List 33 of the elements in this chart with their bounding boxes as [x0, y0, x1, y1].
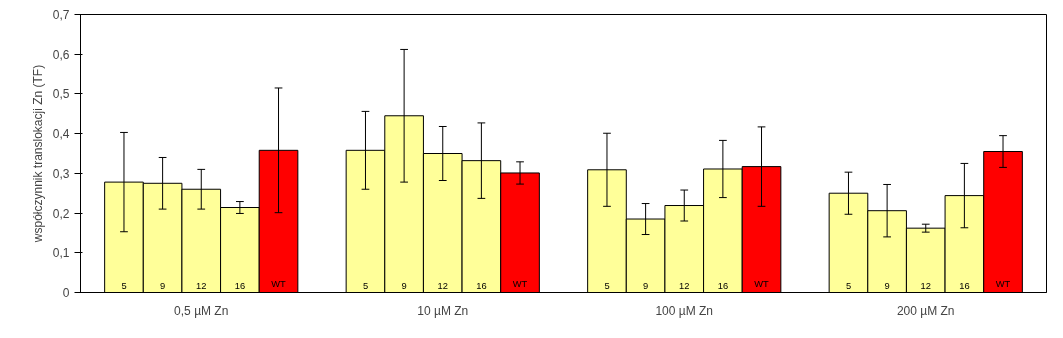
y-tick-label: 0,4 — [52, 127, 70, 142]
series-label: 12 — [196, 280, 207, 291]
text: WT — [754, 278, 769, 289]
x-tick-label: 0,5 µM Zn — [174, 303, 229, 318]
y-tick-label: 0,3 — [52, 166, 70, 181]
text: 16 — [959, 280, 970, 291]
series-label: 16 — [234, 280, 246, 291]
text: 16 — [476, 280, 487, 291]
series-label: 5 — [121, 280, 127, 291]
series-label: 9 — [160, 280, 166, 291]
text: 9 — [401, 280, 407, 291]
x-tick-label: 100 µM Zn — [655, 303, 714, 318]
text: 16 — [717, 280, 729, 291]
text: 12 — [437, 280, 448, 291]
y-axis-title: współczynnik translokacji Zn (TF) — [30, 64, 45, 244]
text: WT — [512, 278, 528, 289]
y-tick-label: 0,1 — [52, 246, 70, 261]
text: 12 — [679, 280, 690, 291]
y-tick-label: 0,5 — [52, 87, 70, 102]
y-tick-label: 0,6 — [52, 47, 70, 62]
text: 9 — [643, 280, 649, 291]
y-tick-label: 0,7 — [52, 8, 70, 22]
x-tick-label: 10 µM Zn — [417, 303, 469, 318]
text: 5 — [845, 280, 852, 291]
text: 9 — [884, 280, 890, 291]
text: 5 — [362, 280, 369, 291]
y-tick-label: 0 — [62, 286, 70, 300]
text: 5 — [604, 280, 610, 291]
x-tick-label: 200 µM Zn — [896, 303, 955, 318]
series-label: WT — [271, 278, 287, 289]
text: WT — [995, 278, 1011, 289]
y-tick-label: 0,2 — [52, 206, 70, 221]
text: 12 — [920, 280, 931, 291]
